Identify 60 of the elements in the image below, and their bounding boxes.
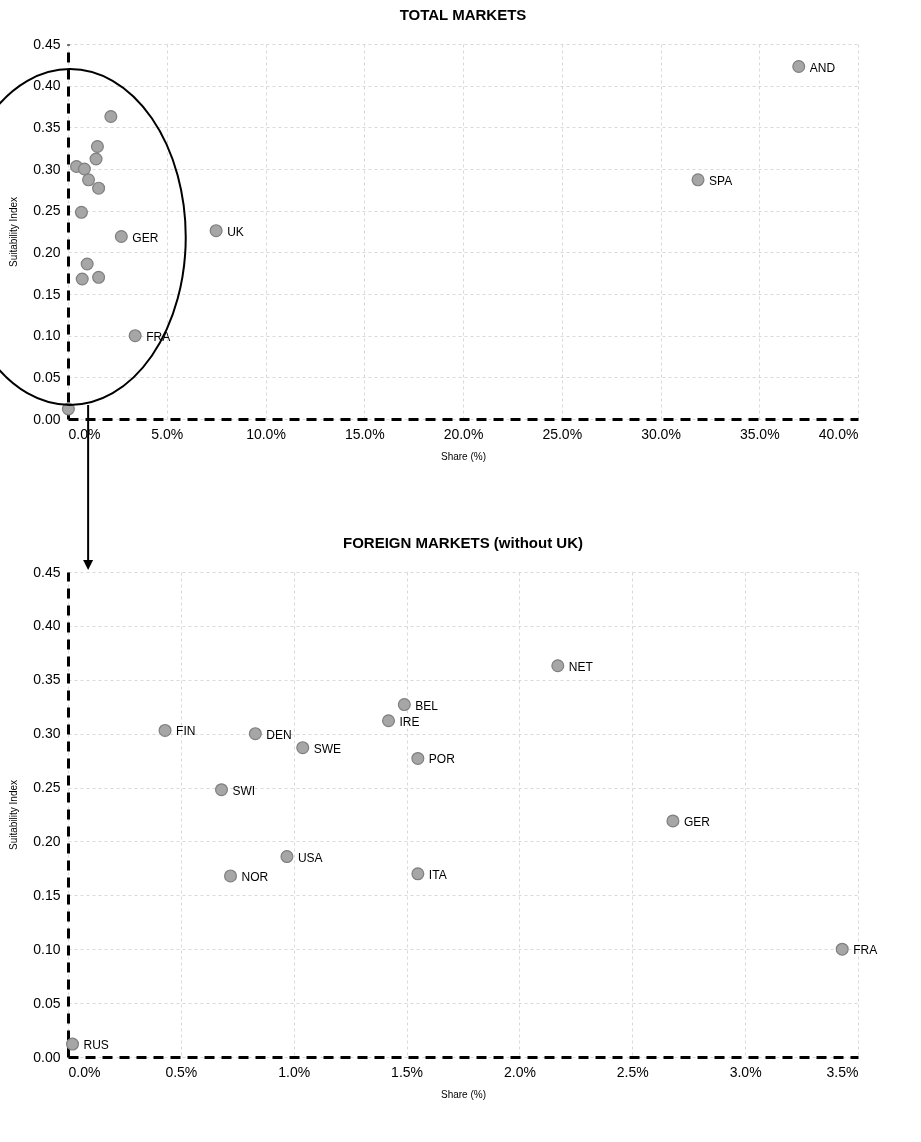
data-label: POR xyxy=(428,752,456,767)
x-axis-title: Share (%) xyxy=(440,450,487,462)
x-tick-label: 1.0% xyxy=(278,1063,311,1080)
x-tick-label: 3.0% xyxy=(729,1063,762,1080)
chart-title: TOTAL MARKETS xyxy=(399,6,527,23)
data-label: SWE xyxy=(313,741,342,756)
data-label: IRE xyxy=(399,714,420,729)
y-tick-label: 0.45 xyxy=(33,563,61,580)
data-label: GER xyxy=(132,230,159,245)
y-tick-label: 0.45 xyxy=(33,35,61,52)
data-label: FRA xyxy=(853,943,878,958)
y-tick-label: 0.40 xyxy=(33,77,61,94)
data-label: SWI xyxy=(232,783,256,798)
data-label: SPA xyxy=(709,173,733,188)
x-tick-label: 10.0% xyxy=(246,425,286,442)
y-axis-title: Suitability Index xyxy=(8,779,20,851)
y-tick-label: 0.00 xyxy=(33,410,61,427)
x-tick-label: 2.0% xyxy=(503,1063,536,1080)
y-tick-label: 0.05 xyxy=(33,368,61,385)
y-tick-label: 0.15 xyxy=(33,886,61,903)
x-tick-label: 15.0% xyxy=(344,425,385,442)
x-tick-label: 25.0% xyxy=(542,425,583,442)
data-label: NET xyxy=(568,659,594,674)
data-label: AND xyxy=(809,60,836,75)
x-tick-label: 5.0% xyxy=(151,425,184,442)
data-label: GER xyxy=(683,814,711,829)
data-label: ITA xyxy=(428,867,447,882)
data-label: FIN xyxy=(176,724,196,739)
x-tick-label: 30.0% xyxy=(641,425,681,442)
y-tick-label: 0.30 xyxy=(33,160,61,177)
data-label: USA xyxy=(297,850,323,865)
x-tick-label: 20.0% xyxy=(443,425,484,442)
data-label: BEL xyxy=(415,698,439,713)
y-tick-label: 0.10 xyxy=(33,940,61,957)
data-label: DEN xyxy=(266,727,292,742)
y-tick-label: 0.25 xyxy=(33,202,61,219)
y-tick-label: 0.35 xyxy=(33,671,61,688)
data-label: NOR xyxy=(241,869,269,884)
chart-title: FOREIGN MARKETS (without UK) xyxy=(343,534,583,551)
y-tick-label: 0.30 xyxy=(33,725,61,742)
y-axis-title: Suitability Index xyxy=(8,196,20,268)
y-tick-label: 0.35 xyxy=(33,118,61,135)
x-tick-label: 40.0% xyxy=(818,425,859,442)
y-tick-label: 0.05 xyxy=(33,994,61,1011)
x-tick-label: 1.5% xyxy=(391,1063,424,1080)
data-label: RUS xyxy=(83,1038,109,1053)
y-tick-label: 0.15 xyxy=(33,285,61,302)
x-tick-label: 3.5% xyxy=(826,1063,859,1080)
x-tick-label: 0.0% xyxy=(68,1063,101,1080)
data-label: UK xyxy=(227,224,244,239)
y-tick-label: 0.40 xyxy=(33,617,61,634)
y-tick-label: 0.10 xyxy=(33,327,61,344)
y-tick-label: 0.00 xyxy=(33,1048,61,1065)
x-tick-label: 35.0% xyxy=(739,425,780,442)
x-tick-label: 2.5% xyxy=(616,1063,649,1080)
x-axis-title: Share (%) xyxy=(440,1088,487,1100)
x-tick-label: 0.5% xyxy=(165,1063,198,1080)
y-tick-label: 0.20 xyxy=(33,832,61,849)
y-tick-label: 0.25 xyxy=(33,779,61,796)
y-tick-label: 0.20 xyxy=(33,243,61,260)
